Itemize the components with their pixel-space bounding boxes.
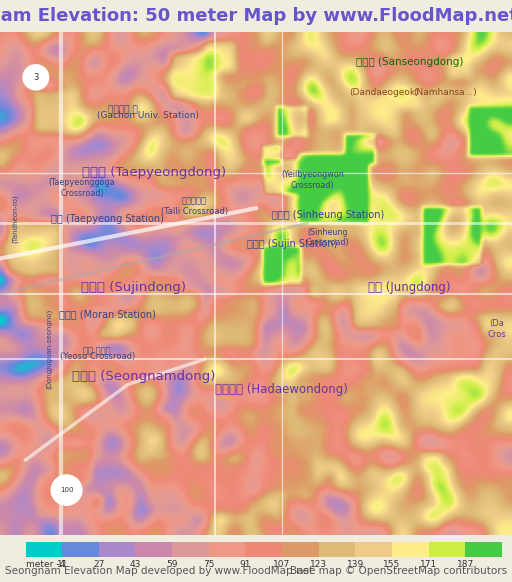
Text: 107: 107	[273, 560, 291, 569]
Text: Seongnam Elevation Map developed by www.FloodMap.net: Seongnam Elevation Map developed by www.…	[5, 566, 313, 576]
Text: 11: 11	[56, 560, 68, 569]
FancyBboxPatch shape	[26, 541, 62, 558]
Text: (Gachon Univ. Station): (Gachon Univ. Station)	[97, 111, 200, 120]
Text: 성남동 (Seongnamdong): 성남동 (Seongnamdong)	[72, 370, 215, 384]
Text: (Sinheung
Crossroad): (Sinheung Crossroad)	[306, 228, 350, 247]
Text: (Dongjuguan-seongno): (Dongjuguan-seongno)	[46, 309, 52, 389]
Text: 100: 100	[60, 487, 73, 493]
Text: 27: 27	[93, 560, 104, 569]
Text: (Namhansa...): (Namhansa...)	[414, 88, 477, 97]
Text: 수진동 (Sujindong): 수진동 (Sujindong)	[80, 281, 186, 294]
FancyBboxPatch shape	[392, 541, 429, 558]
Text: 삼성동 (Sanseongdong): 삼성동 (Sanseongdong)	[356, 57, 463, 67]
FancyBboxPatch shape	[62, 541, 99, 558]
Circle shape	[23, 65, 49, 90]
Text: 탈리사거리
(Talli Crossroad): 탈리사거리 (Talli Crossroad)	[161, 197, 228, 216]
Text: 하대원동 (Hadaewondong): 하대원동 (Hadaewondong)	[215, 383, 348, 396]
Text: (Taepyeonggoga
Crossroad): (Taepyeonggoga Crossroad)	[49, 178, 115, 198]
Text: 신흥역 (Sinheung Station): 신흥역 (Sinheung Station)	[271, 210, 384, 220]
FancyBboxPatch shape	[99, 541, 136, 558]
Text: (Dandaeogeok): (Dandaeogeok)	[349, 88, 419, 97]
Text: Base map © OpenStreetMap contributors: Base map © OpenStreetMap contributors	[290, 566, 507, 576]
FancyBboxPatch shape	[465, 541, 502, 558]
Text: 123: 123	[310, 560, 327, 569]
FancyBboxPatch shape	[318, 541, 355, 558]
Text: (Yeosu Crossroad): (Yeosu Crossroad)	[60, 352, 135, 361]
Text: 중동 (Jungdong): 중동 (Jungdong)	[368, 281, 451, 294]
FancyBboxPatch shape	[245, 541, 282, 558]
Text: 3: 3	[33, 73, 38, 82]
Text: 75: 75	[203, 560, 215, 569]
Text: 태평동 (Taepyeongdong): 태평동 (Taepyeongdong)	[81, 166, 226, 179]
Text: (Yeilbyeongwon
Crossroad): (Yeilbyeongwon Crossroad)	[281, 171, 344, 190]
Text: 155: 155	[383, 560, 400, 569]
FancyBboxPatch shape	[429, 541, 465, 558]
Text: 59: 59	[166, 560, 178, 569]
FancyBboxPatch shape	[209, 541, 245, 558]
Text: 43: 43	[130, 560, 141, 569]
Text: (Da
Cros: (Da Cros	[487, 320, 506, 339]
Circle shape	[51, 475, 82, 505]
Text: 139: 139	[347, 560, 364, 569]
Text: 187: 187	[457, 560, 474, 569]
FancyBboxPatch shape	[355, 541, 392, 558]
Text: 171: 171	[420, 560, 437, 569]
Text: 모란역 (Moran Station): 모란역 (Moran Station)	[59, 309, 156, 319]
Text: 태평 (Taepyeong Station): 태평 (Taepyeong Station)	[51, 214, 164, 224]
Text: (Tandheon-ro): (Tandheon-ro)	[12, 194, 18, 243]
FancyBboxPatch shape	[282, 541, 318, 558]
Text: meter -4: meter -4	[26, 560, 65, 569]
Text: 수진역 (Sujin Station): 수진역 (Sujin Station)	[247, 239, 337, 250]
Text: 여오 사거리: 여오 사거리	[83, 347, 111, 356]
FancyBboxPatch shape	[172, 541, 209, 558]
Text: 91: 91	[240, 560, 251, 569]
Text: Seongnam Elevation: 50 meter Map by www.FloodMap.net (beta): Seongnam Elevation: 50 meter Map by www.…	[0, 7, 512, 25]
FancyBboxPatch shape	[136, 541, 172, 558]
Text: 가천대학 역: 가천대학 역	[108, 105, 138, 115]
